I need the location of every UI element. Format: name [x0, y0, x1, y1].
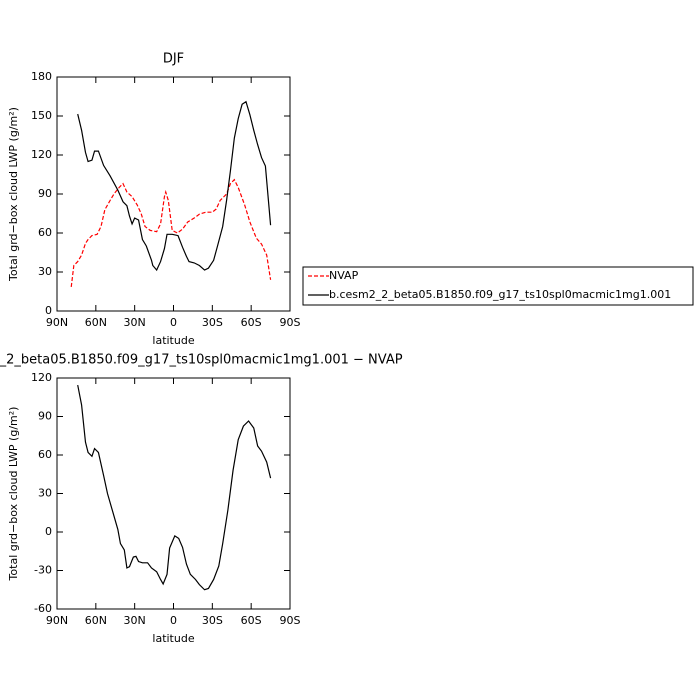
y-axis-label: Total grd−box cloud LWP (g/m²)	[7, 107, 20, 282]
data-line	[70, 178, 272, 288]
y-tick-label: 0	[45, 525, 52, 538]
legend-label: b.cesm2_2_beta05.B1850.f09_g17_ts10spl0m…	[329, 288, 671, 301]
x-tick-label: 60S	[241, 316, 262, 329]
y-tick-label: 60	[38, 226, 52, 239]
y-tick-label: 180	[31, 70, 52, 83]
x-axis-label: latitude	[152, 632, 194, 645]
y-tick-label: 90	[38, 410, 52, 423]
x-tick-label: 90N	[46, 614, 68, 627]
x-tick-label: 90N	[46, 316, 68, 329]
plot-frame	[56, 76, 291, 312]
y-tick-label: 60	[38, 448, 52, 461]
x-tick-label: 30S	[202, 316, 223, 329]
y-tick-label: 30	[38, 487, 52, 500]
y-tick-label: 150	[31, 109, 52, 122]
y-tick-label: 0	[45, 304, 52, 317]
x-tick-label: 0	[170, 614, 177, 627]
x-tick-label: 30N	[124, 614, 146, 627]
x-tick-label: 90S	[280, 614, 301, 627]
y-tick-label: 120	[31, 371, 52, 384]
y-tick-label: 120	[31, 148, 52, 161]
y-tick-label: 30	[38, 265, 52, 278]
data-line	[77, 384, 272, 591]
plot-frame	[56, 377, 291, 610]
y-tick-label: -30	[34, 564, 52, 577]
data-line	[77, 100, 272, 272]
x-tick-label: 60N	[85, 614, 107, 627]
y-axis-label: Total grd−box cloud LWP (g/m²)	[7, 407, 20, 582]
chart-title: b.cesm2_2_beta05.B1850.f09_g17_ts10spl0m…	[0, 353, 403, 368]
legend-label: NVAP	[329, 269, 359, 282]
x-tick-label: 60N	[85, 316, 107, 329]
y-tick-label: 90	[38, 187, 52, 200]
x-tick-label: 0	[170, 316, 177, 329]
x-tick-label: 30N	[124, 316, 146, 329]
x-tick-label: 90S	[280, 316, 301, 329]
x-tick-label: 60S	[241, 614, 262, 627]
legend-box	[302, 266, 694, 306]
y-tick-label: -60	[34, 602, 52, 615]
chart-title: DJF	[163, 52, 184, 67]
x-axis-label: latitude	[152, 334, 194, 347]
x-tick-label: 30S	[202, 614, 223, 627]
